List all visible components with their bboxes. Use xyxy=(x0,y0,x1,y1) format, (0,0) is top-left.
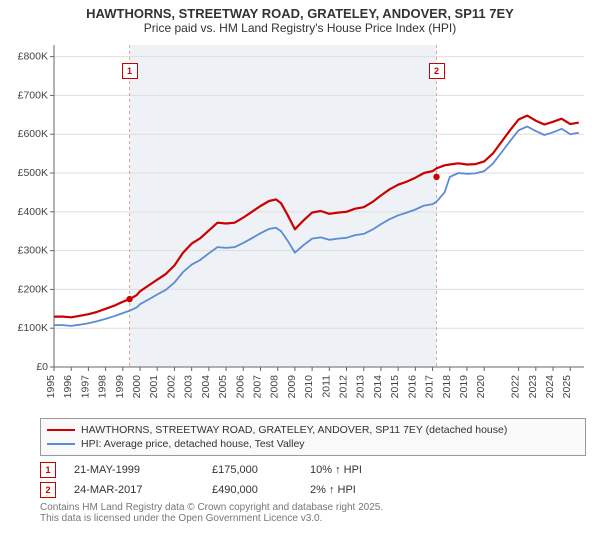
sale-marker-badge: 1 xyxy=(40,462,56,478)
svg-text:2008: 2008 xyxy=(269,375,281,399)
svg-text:2024: 2024 xyxy=(544,375,556,399)
svg-text:2022: 2022 xyxy=(510,375,522,399)
svg-text:2007: 2007 xyxy=(251,375,263,399)
svg-text:1998: 1998 xyxy=(97,375,109,399)
sale-marker-2: 2 xyxy=(429,63,445,79)
sale-delta: 10% ↑ HPI xyxy=(310,464,400,476)
svg-text:2016: 2016 xyxy=(406,375,418,399)
svg-text:2020: 2020 xyxy=(475,375,487,399)
svg-text:1995: 1995 xyxy=(45,375,57,399)
svg-text:2010: 2010 xyxy=(303,375,315,399)
legend-label: HPI: Average price, detached house, Test… xyxy=(81,438,305,450)
svg-text:2025: 2025 xyxy=(561,375,573,399)
svg-text:£300K: £300K xyxy=(18,245,48,257)
chart-title: HAWTHORNS, STREETWAY ROAD, GRATELEY, AND… xyxy=(0,0,600,37)
attribution-text: Contains HM Land Registry data © Crown c… xyxy=(40,502,586,524)
svg-text:2017: 2017 xyxy=(424,375,436,399)
svg-text:2004: 2004 xyxy=(200,375,212,399)
sale-price: £175,000 xyxy=(212,464,292,476)
svg-text:2015: 2015 xyxy=(389,375,401,399)
svg-text:2006: 2006 xyxy=(234,375,246,399)
sale-marker-1: 1 xyxy=(122,63,138,79)
sales-table: 1 21-MAY-1999 £175,000 10% ↑ HPI 2 24-MAR-201… xyxy=(40,460,586,500)
svg-text:2014: 2014 xyxy=(372,375,384,399)
sale-delta: 2% ↑ HPI xyxy=(310,484,400,496)
svg-text:£500K: £500K xyxy=(18,167,48,179)
attribution-line-2: This data is licensed under the Open Gov… xyxy=(40,513,586,524)
sale-date: 24-MAR-2017 xyxy=(74,484,194,496)
svg-text:2001: 2001 xyxy=(148,375,160,399)
svg-text:£800K: £800K xyxy=(18,51,48,63)
svg-text:2011: 2011 xyxy=(320,375,332,398)
legend-swatch xyxy=(47,429,75,431)
svg-text:1997: 1997 xyxy=(79,375,91,399)
price-chart: £0 £100K £200K £300K £400K £500K £600K £700K £80… xyxy=(10,37,590,412)
sales-row: 2 24-MAR-2017 £490,000 2% ↑ HPI xyxy=(40,480,586,500)
svg-text:2012: 2012 xyxy=(338,375,350,399)
svg-text:£700K: £700K xyxy=(18,89,48,101)
sale-marker-badge: 2 xyxy=(40,482,56,498)
svg-text:2018: 2018 xyxy=(441,375,453,399)
svg-text:£100K: £100K xyxy=(18,322,48,334)
sale-price: £490,000 xyxy=(212,484,292,496)
svg-text:£400K: £400K xyxy=(18,206,48,218)
svg-text:£200K: £200K xyxy=(18,283,48,295)
svg-text:2003: 2003 xyxy=(183,375,195,399)
svg-text:£0: £0 xyxy=(36,361,48,373)
chart-canvas: £0 £100K £200K £300K £400K £500K £600K £700K £80… xyxy=(10,37,590,412)
svg-text:2019: 2019 xyxy=(458,375,470,399)
sale-date: 21-MAY-1999 xyxy=(74,464,194,476)
svg-text:2013: 2013 xyxy=(355,375,367,399)
sales-row: 1 21-MAY-1999 £175,000 10% ↑ HPI xyxy=(40,460,586,480)
svg-text:2023: 2023 xyxy=(527,375,539,399)
legend-item: HPI: Average price, detached house, Test… xyxy=(47,437,579,451)
svg-text:1999: 1999 xyxy=(114,375,126,399)
legend-label: HAWTHORNS, STREETWAY ROAD, GRATELEY, AND… xyxy=(81,424,507,436)
svg-text:2000: 2000 xyxy=(131,375,143,399)
legend-swatch xyxy=(47,443,75,445)
svg-text:2002: 2002 xyxy=(165,375,177,399)
legend-item: HAWTHORNS, STREETWAY ROAD, GRATELEY, AND… xyxy=(47,423,579,437)
svg-text:2005: 2005 xyxy=(217,375,229,399)
chart-legend: HAWTHORNS, STREETWAY ROAD, GRATELEY, AND… xyxy=(40,418,586,456)
svg-text:2009: 2009 xyxy=(286,375,298,399)
svg-text:£600K: £600K xyxy=(18,128,48,140)
svg-text:1996: 1996 xyxy=(62,375,74,399)
attribution-line-1: Contains HM Land Registry data © Crown c… xyxy=(40,502,586,513)
title-line-2: Price paid vs. HM Land Registry's House … xyxy=(4,21,596,35)
title-line-1: HAWTHORNS, STREETWAY ROAD, GRATELEY, AND… xyxy=(4,6,596,21)
